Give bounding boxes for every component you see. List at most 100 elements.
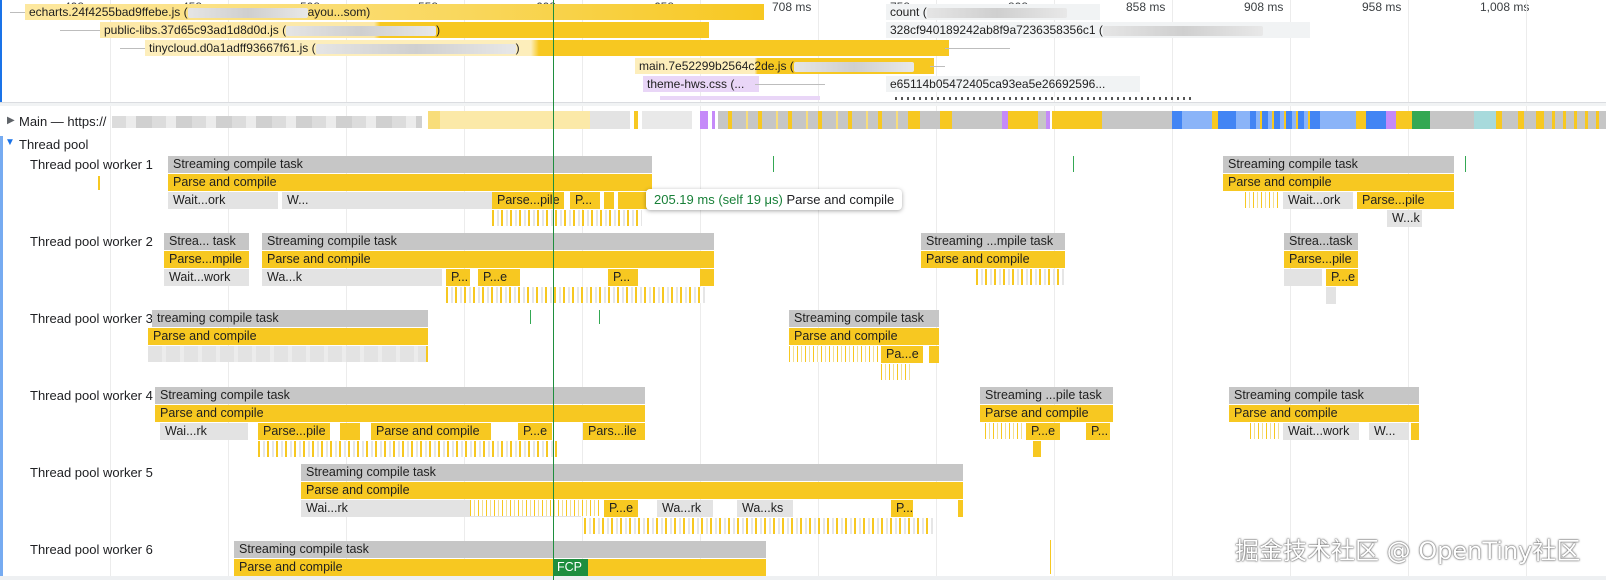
wait-for-work-task[interactable]: W...: [282, 192, 492, 209]
compile-subtasks[interactable]: [258, 441, 558, 457]
parse-and-compile-task[interactable]: Parse...mpile: [164, 251, 249, 268]
compile-subtasks[interactable]: [470, 500, 600, 516]
redacted-block: [793, 61, 914, 72]
compile-subtasks[interactable]: [881, 364, 911, 380]
wait-for-work-task[interactable]: W...k: [1387, 210, 1422, 227]
network-request-echarts[interactable]: echarts.24f4255bad9ffebe.js (ayou...som): [25, 4, 764, 20]
parse-and-compile-task[interactable]: P...: [891, 500, 913, 517]
streaming-compile-task[interactable]: Streaming compile task: [1229, 387, 1419, 404]
parse-and-compile-task[interactable]: P...: [1086, 423, 1110, 440]
wait-for-work-task[interactable]: Wa...ks: [737, 500, 793, 517]
wait-for-work-task[interactable]: Wai...rk: [160, 423, 248, 440]
parse-and-compile-task[interactable]: P...e: [1326, 269, 1358, 286]
streaming-compile-task[interactable]: Streaming compile task: [168, 156, 652, 173]
streaming-compile-task[interactable]: treaming compile task: [152, 310, 428, 327]
wait-for-work-task[interactable]: Wait...ork: [1283, 192, 1353, 209]
redacted-block: [1102, 25, 1263, 36]
parse-and-compile-task[interactable]: P...e: [518, 423, 552, 440]
wait-for-work-task[interactable]: Wa...rk: [657, 500, 713, 517]
network-request-count[interactable]: count (: [886, 4, 1100, 20]
wait-for-work-task[interactable]: [1326, 287, 1336, 304]
parse-and-compile-task[interactable]: Pa...e: [881, 346, 923, 363]
parse-and-compile-task[interactable]: P...: [446, 269, 470, 286]
parse-and-compile-task[interactable]: Parse and compile: [789, 328, 939, 345]
wait-for-work-task[interactable]: Wait...ork: [168, 192, 278, 209]
wait-for-work-task[interactable]: W...: [1369, 423, 1409, 440]
parse-and-compile-task[interactable]: Parse...pile: [1284, 251, 1358, 268]
parse-and-compile-task[interactable]: Parse and compile: [1229, 405, 1419, 422]
grid-line: [110, 0, 111, 580]
wait-for-work-task[interactable]: Wait...work: [1283, 423, 1359, 440]
network-request-328cf[interactable]: 328cf940189242ab8f9a7236358356c1 (: [886, 22, 1310, 38]
compile-slice[interactable]: [700, 269, 714, 286]
redacted-block: [926, 7, 1067, 18]
parse-and-compile-task[interactable]: Parse...pile: [1357, 192, 1454, 209]
compile-subtasks[interactable]: [985, 423, 1025, 439]
collapse-arrow-icon[interactable]: ▼: [5, 137, 15, 148]
thread-pool-header[interactable]: ▼ Thread pool: [0, 136, 300, 154]
network-request-e6511[interactable]: e65114b05472405ca93ea5e26692596...: [886, 76, 1140, 92]
grid-line: [936, 0, 937, 580]
streaming-compile-task[interactable]: Streaming compile task: [301, 464, 963, 481]
parse-and-compile-task[interactable]: Parse and compile: [921, 251, 1065, 268]
parse-and-compile-task[interactable]: Parse and compile: [980, 405, 1113, 422]
request-label: public-libs.37d65c93ad1d8d0d.js (: [104, 23, 287, 37]
ruler-tick: 958 ms: [1362, 0, 1402, 14]
parse-and-compile-task[interactable]: Parse and compile: [301, 482, 963, 499]
parse-and-compile-task[interactable]: P...: [570, 192, 600, 209]
streaming-compile-task[interactable]: Streaming ...pile task: [980, 387, 1113, 404]
streaming-compile-task[interactable]: Streaming compile task: [234, 541, 766, 558]
streaming-compile-task[interactable]: Streaming compile task: [155, 387, 645, 404]
streaming-compile-task[interactable]: Strea...task: [1284, 233, 1358, 250]
compile-subtasks[interactable]: [584, 518, 934, 534]
streaming-compile-task[interactable]: Strea... task: [164, 233, 249, 250]
parse-and-compile-task[interactable]: P...e: [1026, 423, 1060, 440]
parse-and-compile-task[interactable]: Pars...ile: [583, 423, 645, 440]
expand-arrow-icon[interactable]: ▶: [7, 115, 15, 126]
parse-and-compile-task[interactable]: Parse...pile: [258, 423, 330, 440]
wait-for-work-task[interactable]: [1284, 269, 1322, 286]
compile-subtasks[interactable]: [446, 287, 706, 303]
request-label: theme-hws.css (...: [647, 77, 745, 91]
parse-and-compile-task[interactable]: Parse and compile: [234, 559, 766, 576]
fcp-marker[interactable]: FCP: [554, 559, 588, 576]
parse-and-compile-task[interactable]: P...e: [604, 500, 638, 517]
compile-subtasks[interactable]: [492, 210, 642, 226]
grid-line: [1290, 0, 1291, 580]
compile-slice[interactable]: [929, 346, 939, 363]
compile-slice[interactable]: [340, 423, 360, 440]
streaming-compile-task[interactable]: Streaming ...mpile task: [921, 233, 1065, 250]
main-thread-flame[interactable]: [428, 111, 1606, 131]
network-request-theme-css[interactable]: theme-hws.css (...: [643, 76, 759, 92]
compile-slice[interactable]: [958, 500, 963, 517]
compile-subtasks[interactable]: [976, 269, 1065, 285]
compile-slice[interactable]: [1411, 423, 1419, 440]
compile-subtasks[interactable]: [1245, 192, 1280, 208]
parse-and-compile-task[interactable]: Parse and compile: [262, 251, 714, 268]
parse-and-compile-task[interactable]: Parse and compile: [168, 174, 652, 191]
streaming-compile-task[interactable]: Streaming compile task: [1223, 156, 1454, 173]
streaming-compile-task[interactable]: Streaming compile task: [789, 310, 939, 327]
compile-subtasks[interactable]: [789, 346, 879, 362]
parse-and-compile-task[interactable]: Parse and compile: [148, 328, 428, 345]
compile-slice[interactable]: [618, 192, 648, 209]
parse-and-compile-task[interactable]: Parse and compile: [155, 405, 645, 422]
parse-and-compile-task[interactable]: P...: [608, 269, 638, 286]
parse-and-compile-task[interactable]: Parse...pile: [492, 192, 564, 209]
parse-and-compile-task[interactable]: Parse and compile: [1223, 174, 1454, 191]
network-request-tinycloud[interactable]: tinycloud.d0a1adff93667f61.js (): [145, 40, 949, 56]
group-indicator: [0, 136, 3, 580]
streaming-compile-task[interactable]: Streaming compile task: [262, 233, 714, 250]
wait-for-work-task[interactable]: Wa...k: [262, 269, 442, 286]
parse-and-compile-task[interactable]: Parse and compile: [371, 423, 491, 440]
wait-for-work-task[interactable]: [148, 346, 428, 362]
network-request-main[interactable]: main.7e52299b2564c2de.js (: [635, 58, 934, 74]
compile-slice[interactable]: [604, 192, 614, 209]
main-track[interactable]: ▶ Main — https://: [0, 111, 1606, 133]
request-label: main.7e52299b2564c2de.js (: [639, 59, 794, 73]
network-request-public-libs[interactable]: public-libs.37d65c93ad1d8d0d.js (): [100, 22, 709, 38]
worker-label: Thread pool worker 1: [30, 157, 153, 172]
compile-subtasks[interactable]: [1250, 423, 1280, 439]
wait-for-work-task[interactable]: Wait...work: [164, 269, 249, 286]
parse-and-compile-task[interactable]: P...e: [478, 269, 520, 286]
